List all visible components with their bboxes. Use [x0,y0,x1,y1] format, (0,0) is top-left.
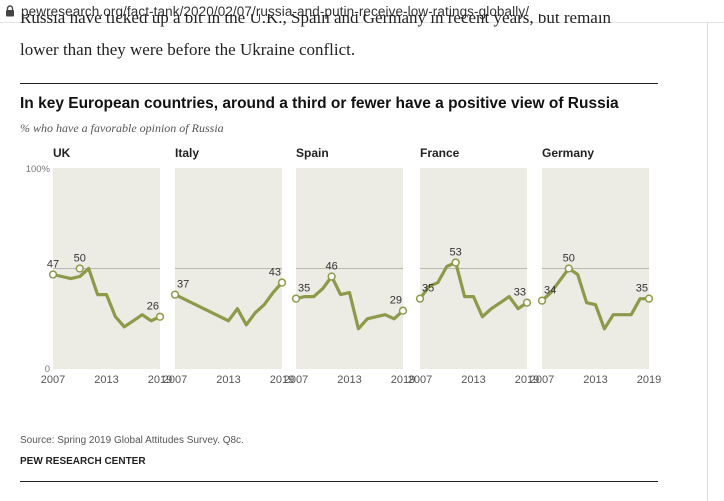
data-point-italy-2007 [170,290,180,299]
data-label-spain-2007: 35 [298,283,310,295]
series-line-france [418,260,529,319]
x-tick-france-2013: 2013 [461,374,485,386]
data-point-france-2011 [451,258,460,267]
x-tick-germany-2019: 2019 [637,374,661,386]
chart-top-rule [20,83,658,84]
scrollbar-edge [707,22,708,501]
series-line-spain [294,274,405,331]
panel-title-spain: Spain [296,146,329,160]
x-tick-spain-2007: 2007 [284,374,308,386]
series-line-italy [173,281,284,327]
chart-credit: PEW RESEARCH CENTER [20,456,146,467]
data-point-france-2019 [522,298,532,307]
panel-title-uk: UK [53,146,71,160]
data-label-uk-2007: 47 [47,259,59,271]
x-tick-germany-2007: 2007 [530,374,554,386]
x-tick-germany-2013: 2013 [583,374,607,386]
x-tick-france-2019: 2019 [515,374,539,386]
panel-title-france: France [420,146,460,160]
url-text[interactable]: pewresearch.org/fact-tank/2020/02/07/rus… [21,3,530,19]
data-point-spain-2011 [327,272,336,281]
data-point-uk-2010 [75,264,84,273]
data-point-italy-2019 [277,278,287,287]
data-point-uk-2019 [155,312,165,321]
data-label-germany-2007: 34 [544,285,556,297]
article-text: lower than they were before the Ukraine … [20,40,356,59]
y-axis-label-zero: 0 [45,364,50,375]
article-partial-line: Russia have ticked up a bit in the U.K.,… [20,14,612,27]
data-label-france-2011: 53 [450,246,462,258]
data-label-uk-2010: 50 [74,253,86,265]
data-label-italy-2007: 37 [177,279,189,291]
lock-icon[interactable] [1,0,19,22]
x-tick-uk-2013: 2013 [94,374,118,386]
x-tick-italy-2019: 2019 [270,374,294,386]
x-tick-spain-2019: 2019 [391,374,415,386]
data-point-uk-2007 [48,270,58,279]
data-label-germany-2019: 35 [636,283,648,295]
panel-title-germany: Germany [542,146,594,160]
x-tick-spain-2013: 2013 [337,374,361,386]
chart-bottom-rule [20,481,658,482]
data-label-france-2019: 33 [514,287,526,299]
data-point-germany-2019 [644,294,654,303]
data-label-uk-2019: 26 [147,301,159,313]
data-label-germany-2010: 50 [563,253,575,265]
data-label-france-2007: 35 [422,283,434,295]
series-line-uk [51,266,162,329]
series-line-germany [540,266,651,331]
data-point-spain-2019 [398,306,408,315]
chart-subtitle: % who have a favorable opinion of Russia [20,121,224,135]
data-point-germany-2010 [564,264,573,273]
y-axis-label-max: 100% [26,164,51,175]
chart-title: In key European countries, around a thir… [20,95,619,112]
x-tick-uk-2007: 2007 [41,374,65,386]
data-point-germany-2007 [537,296,547,305]
chart-source: Source: Spring 2019 Global Attitudes Sur… [20,435,244,446]
x-tick-uk-2019: 2019 [148,374,172,386]
panel-title-italy: Italy [175,146,199,160]
address-bar[interactable]: pewresearch.org/fact-tank/2020/02/07/rus… [0,0,724,23]
data-label-spain-2019: 29 [390,295,402,307]
x-tick-italy-2007: 2007 [163,374,187,386]
data-label-italy-2019: 43 [269,267,281,279]
data-label-spain-2011: 46 [326,261,338,273]
data-point-france-2007 [415,294,425,303]
x-tick-france-2007: 2007 [408,374,432,386]
x-tick-italy-2013: 2013 [216,374,240,386]
data-point-spain-2007 [291,294,301,303]
